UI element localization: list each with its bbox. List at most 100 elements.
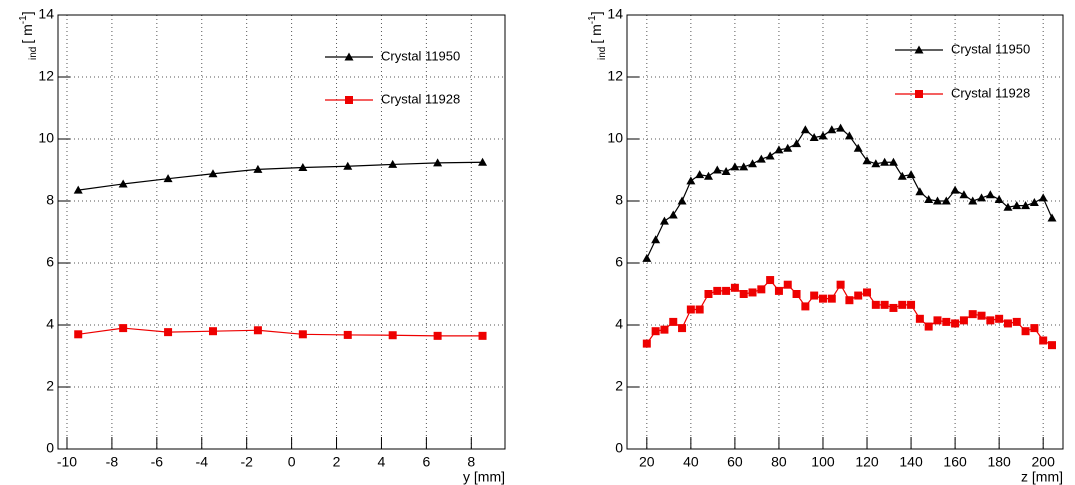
- x-axis-label: y [mm]: [463, 469, 505, 485]
- y-tick-label: 4: [615, 316, 623, 332]
- marker-square: [119, 324, 128, 333]
- marker-triangle: [695, 170, 705, 179]
- x-tick-label: 60: [727, 454, 743, 470]
- marker-square: [836, 280, 845, 289]
- marker-triangle: [774, 145, 784, 154]
- marker-triangle: [1012, 201, 1022, 210]
- plot-frame: [626, 14, 1064, 450]
- legend-label: Crystal 11950: [381, 48, 460, 63]
- x-tick-label: 40: [683, 454, 699, 470]
- marker-triangle: [298, 163, 308, 172]
- marker-triangle: [253, 164, 263, 173]
- marker-triangle: [950, 185, 960, 194]
- marker-square: [713, 286, 722, 295]
- y-label-close: ]: [19, 11, 35, 15]
- marker-triangle: [1021, 201, 1031, 210]
- x-tick-label: -10: [57, 454, 77, 470]
- x-tick-label: 0: [288, 454, 296, 470]
- marker-triangle: [748, 159, 758, 168]
- y-tick-label: 6: [46, 254, 54, 270]
- marker-triangle: [871, 159, 881, 168]
- marker-triangle: [880, 157, 890, 166]
- legend-label: Crystal 11950: [951, 41, 1030, 56]
- marker-square: [924, 322, 933, 331]
- y-axis-label: ind [ m-1]: [18, 11, 39, 60]
- y-tick-label: 14: [38, 6, 54, 22]
- y-tick-label: 2: [615, 378, 623, 394]
- marker-triangle: [343, 161, 353, 170]
- marker-square: [739, 290, 748, 298]
- marker-triangle: [985, 190, 995, 199]
- x-tick-label: 180: [987, 454, 1011, 470]
- marker-square: [757, 285, 766, 294]
- marker-triangle: [836, 123, 846, 132]
- marker-triangle: [721, 167, 731, 176]
- marker-square: [642, 339, 651, 348]
- x-tick-label: 6: [422, 454, 430, 470]
- x-tick-label: 8: [467, 454, 475, 470]
- marker-triangle: [677, 196, 687, 205]
- marker-triangle: [765, 151, 775, 160]
- marker-triangle: [739, 162, 749, 171]
- series-line: [78, 161, 483, 191]
- marker-triangle: [478, 157, 488, 166]
- series-line: [78, 327, 483, 337]
- marker-triangle: [1003, 202, 1013, 211]
- marker-triangle: [800, 125, 810, 134]
- x-tick-label: 120: [855, 454, 879, 470]
- marker-square: [977, 311, 986, 320]
- marker-triangle: [344, 52, 354, 61]
- marker-triangle: [809, 132, 819, 141]
- marker-square: [748, 288, 757, 297]
- y-tick-label: 8: [615, 192, 623, 208]
- y-label-main: [ m: [19, 24, 35, 43]
- marker-square: [74, 330, 83, 339]
- marker-square: [686, 305, 695, 314]
- marker-triangle: [968, 196, 978, 205]
- x-axis-label: z [mm]: [1021, 469, 1063, 485]
- marker-square: [827, 294, 836, 303]
- marker-triangle: [208, 169, 218, 178]
- x-tick-label: 140: [899, 454, 923, 470]
- y-tick-label: 10: [38, 130, 54, 146]
- marker-square: [388, 331, 397, 340]
- marker-square: [722, 286, 731, 295]
- marker-square: [801, 302, 810, 311]
- x-tick-label: 100: [811, 454, 835, 470]
- marker-square: [783, 280, 792, 289]
- x-tick-label: -6: [151, 454, 164, 470]
- marker-square: [942, 317, 951, 326]
- marker-square: [951, 319, 960, 328]
- marker-triangle: [1029, 198, 1039, 207]
- marker-square: [774, 286, 783, 295]
- plot-area: [58, 15, 505, 449]
- marker-square: [1012, 317, 1021, 326]
- marker-triangle: [756, 154, 766, 163]
- marker-triangle: [897, 171, 907, 180]
- marker-triangle: [668, 210, 678, 219]
- marker-triangle: [853, 143, 863, 152]
- marker-square: [889, 303, 898, 312]
- marker-triangle: [703, 171, 713, 180]
- marker-triangle: [686, 176, 696, 185]
- marker-triangle: [915, 187, 925, 196]
- marker-square: [343, 330, 352, 339]
- marker-square: [766, 276, 775, 285]
- marker-square: [704, 290, 713, 298]
- marker-triangle: [783, 143, 793, 152]
- marker-square: [995, 314, 1004, 323]
- marker-square: [871, 300, 880, 309]
- marker-triangle: [388, 159, 398, 168]
- y-label-sup: -1: [587, 15, 598, 24]
- y-tick-label: 12: [607, 68, 623, 84]
- marker-square: [651, 327, 660, 336]
- marker-triangle: [712, 165, 722, 174]
- plot-area: [627, 15, 1063, 449]
- marker-triangle: [827, 125, 837, 134]
- legend-label: Crystal 11928: [381, 91, 460, 106]
- x-tick-label: 80: [771, 454, 787, 470]
- y-label-close: ]: [588, 11, 604, 15]
- marker-triangle: [932, 196, 942, 205]
- x-tick-label: 4: [378, 454, 386, 470]
